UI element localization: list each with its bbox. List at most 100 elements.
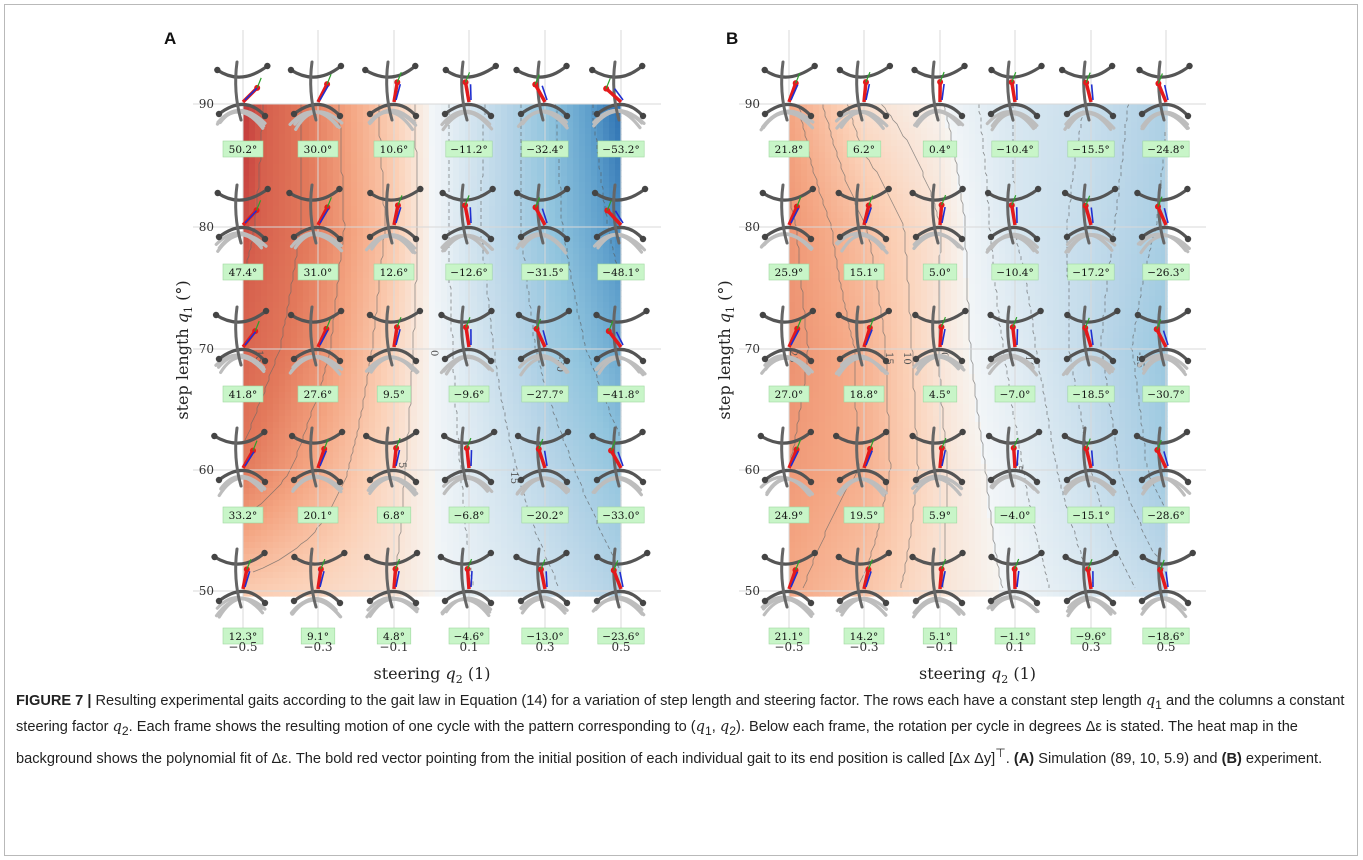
heatmap-cell bbox=[345, 146, 352, 153]
heatmap-cell bbox=[555, 584, 562, 591]
heatmap-cell bbox=[573, 152, 580, 159]
heatmap-cell bbox=[483, 530, 490, 537]
heatmap-cell bbox=[435, 590, 442, 597]
heatmap-cell bbox=[249, 404, 256, 411]
heatmap-cell bbox=[471, 344, 478, 351]
heatmap-cell bbox=[501, 440, 508, 447]
heatmap-cell bbox=[483, 458, 490, 465]
heatmap-cell bbox=[441, 548, 448, 555]
heatmap-cell bbox=[297, 542, 304, 549]
heatmap-cell bbox=[453, 410, 460, 417]
heatmap-cell bbox=[567, 464, 574, 471]
heatmap-cell bbox=[357, 434, 364, 441]
heatmap-cell bbox=[393, 404, 400, 411]
heatmap-cell bbox=[363, 584, 370, 591]
heatmap-cell bbox=[441, 140, 448, 147]
heatmap-cell bbox=[393, 344, 400, 351]
heatmap-cell bbox=[249, 314, 256, 321]
heatmap-cell bbox=[357, 410, 364, 417]
heatmap-cell bbox=[417, 386, 424, 393]
heatmap-cell bbox=[375, 308, 382, 315]
heatmap-cell bbox=[543, 446, 550, 453]
heatmap-cell bbox=[573, 314, 580, 321]
heatmap-cell bbox=[411, 578, 418, 585]
heatmap-cell bbox=[501, 350, 508, 357]
heatmap-cell bbox=[579, 428, 586, 435]
heatmap-cell bbox=[381, 314, 388, 321]
heatmap-cell bbox=[495, 494, 502, 501]
heatmap-cell bbox=[471, 452, 478, 459]
heatmap-cell bbox=[513, 122, 520, 129]
heatmap-cell bbox=[351, 368, 358, 375]
heatmap-cell bbox=[585, 308, 592, 315]
heatmap-cell bbox=[549, 350, 556, 357]
heatmap-cell bbox=[321, 170, 328, 177]
heatmap-cell bbox=[291, 308, 298, 315]
heatmap-cell bbox=[249, 206, 256, 213]
heatmap-cell bbox=[477, 248, 484, 255]
heatmap-cell bbox=[459, 494, 466, 501]
heatmap-cell bbox=[603, 326, 610, 333]
heatmap-cell bbox=[585, 188, 592, 195]
heatmap-cell bbox=[405, 536, 412, 543]
heatmap-cell bbox=[339, 134, 346, 141]
heatmap-cell bbox=[603, 374, 610, 381]
heatmap-cell bbox=[273, 536, 280, 543]
heatmap-cell bbox=[339, 200, 346, 207]
heatmap-cell bbox=[465, 278, 472, 285]
heatmap-cell bbox=[303, 422, 310, 429]
heatmap-cell bbox=[513, 506, 520, 513]
heatmap-cell bbox=[441, 518, 448, 525]
heatmap-cell bbox=[567, 242, 574, 249]
heatmap-cell bbox=[273, 320, 280, 327]
heatmap-cell bbox=[441, 260, 448, 267]
heatmap-cell bbox=[579, 302, 586, 309]
heatmap-cell bbox=[357, 164, 364, 171]
heatmap-cell bbox=[597, 308, 604, 315]
heatmap-cell bbox=[591, 116, 598, 123]
heatmap-cell bbox=[549, 230, 556, 237]
heatmap-cell bbox=[447, 572, 454, 579]
heatmap-cell bbox=[279, 152, 286, 159]
heatmap-cell bbox=[555, 572, 562, 579]
heatmap-cell bbox=[285, 134, 292, 141]
heatmap-cell bbox=[561, 572, 568, 579]
heatmap-cell bbox=[525, 104, 532, 111]
heatmap-cell bbox=[411, 500, 418, 507]
heatmap-cell bbox=[459, 530, 466, 537]
heatmap-cell bbox=[507, 338, 514, 345]
heatmap-cell bbox=[387, 128, 394, 135]
heatmap-cell bbox=[567, 398, 574, 405]
heatmap-cell bbox=[411, 512, 418, 519]
heatmap-cell bbox=[477, 434, 484, 441]
heatmap-cell bbox=[363, 278, 370, 285]
heatmap-cell bbox=[435, 548, 442, 555]
heatmap-cell bbox=[357, 428, 364, 435]
heatmap-cell bbox=[501, 464, 508, 471]
heatmap-cell bbox=[435, 356, 442, 363]
heatmap-cell bbox=[429, 416, 436, 423]
heatmap-cell bbox=[273, 200, 280, 207]
heatmap-cell bbox=[591, 464, 598, 471]
heatmap-cell bbox=[561, 566, 568, 573]
heatmap-cell bbox=[543, 302, 550, 309]
heatmap-cell bbox=[591, 230, 598, 237]
heatmap-cell bbox=[417, 242, 424, 249]
heatmap-cell bbox=[573, 116, 580, 123]
heatmap-cell bbox=[459, 170, 466, 177]
heatmap-cell bbox=[381, 176, 388, 183]
heatmap-cell bbox=[501, 368, 508, 375]
heatmap-cell bbox=[573, 398, 580, 405]
heatmap-cell bbox=[597, 260, 604, 267]
heatmap-cell bbox=[273, 530, 280, 537]
heatmap-cell bbox=[351, 572, 358, 579]
heatmap-cell bbox=[447, 290, 454, 297]
heatmap-cell bbox=[273, 524, 280, 531]
heatmap-cell bbox=[369, 590, 376, 597]
heatmap-cell bbox=[255, 410, 262, 417]
heatmap-cell bbox=[429, 266, 436, 273]
heatmap-cell bbox=[285, 314, 292, 321]
heatmap-cell bbox=[537, 116, 544, 123]
heatmap-cell bbox=[423, 182, 430, 189]
heatmap-cell bbox=[279, 200, 286, 207]
